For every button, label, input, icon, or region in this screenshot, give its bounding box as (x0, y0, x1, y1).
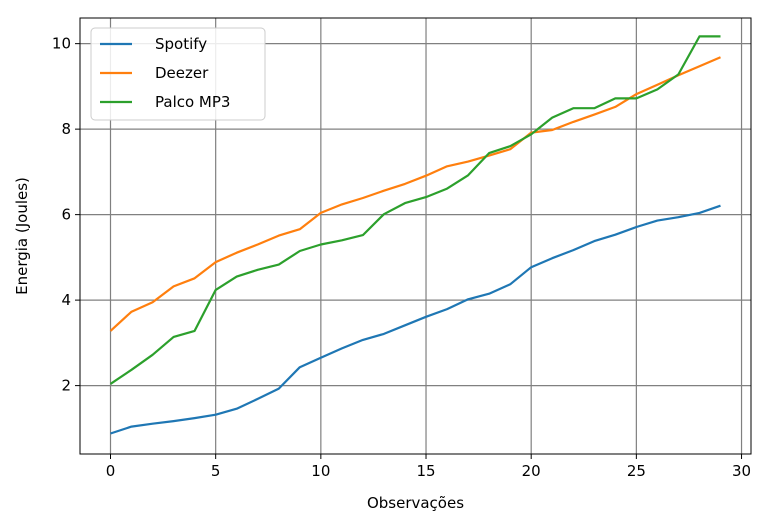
plot-frame (79, 17, 752, 455)
y-tick-label: 8 (61, 120, 71, 138)
x-tick-label: 25 (627, 462, 646, 480)
series-lines (109, 35, 721, 435)
x-tick-label: 5 (211, 462, 221, 480)
y-axis-label: Energia (Joules) (13, 177, 31, 295)
series-line-deezer (109, 56, 721, 332)
legend-label-palco-mp3: Palco MP3 (155, 93, 230, 111)
x-axis-label: Observações (367, 494, 464, 512)
x-tick-label: 10 (311, 462, 330, 480)
series-line-spotify (110, 204, 721, 435)
grid-lines (80, 18, 751, 454)
legend-label-spotify: Spotify (155, 35, 207, 53)
x-tick-label: 20 (522, 462, 541, 480)
legend: Spotify Deezer Palco MP3 (90, 27, 266, 121)
y-tick-label: 10 (52, 35, 71, 53)
legend-label-deezer: Deezer (155, 64, 209, 82)
legend-box (90, 27, 266, 121)
x-tick-label: 0 (106, 462, 116, 480)
series-line-palco-mp3 (109, 35, 721, 385)
y-tick-label: 4 (61, 291, 71, 309)
x-tick-label: 30 (732, 462, 751, 480)
y-tick-label: 6 (61, 206, 71, 224)
y-tick-label: 2 (61, 377, 71, 395)
axis-ticks: 0 5 10 15 20 25 30 2 4 6 8 10 (52, 35, 751, 480)
x-tick-label: 15 (416, 462, 435, 480)
